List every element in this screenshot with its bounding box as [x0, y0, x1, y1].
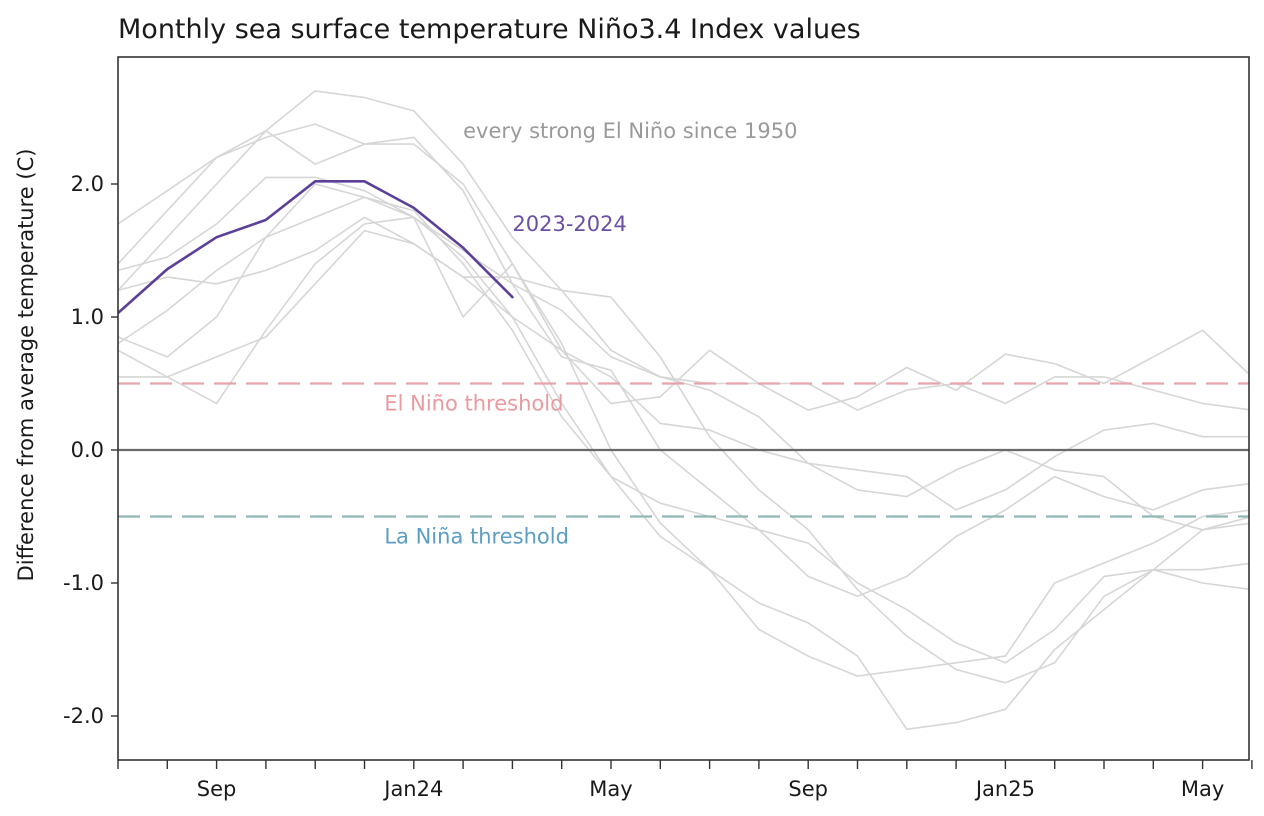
annotation-0: every strong El Niño since 1950	[463, 119, 797, 143]
chart-title: Monthly sea surface temperature Niño3.4 …	[118, 14, 861, 45]
series-line-historic-8	[118, 216, 1249, 411]
series-line-highlight	[118, 180, 514, 315]
plot-frame	[117, 56, 1250, 761]
series-line-historic-6	[118, 176, 1249, 598]
threshold-label-0: El Niño threshold	[384, 392, 563, 416]
x-tick-label: Sep	[197, 777, 237, 801]
y-tick-label: -1.0	[63, 571, 104, 595]
series-line-historic-5	[118, 229, 1249, 511]
plot-background	[118, 57, 1249, 760]
y-tick-label: 0.0	[71, 438, 104, 462]
threshold-lines: El Niño threshold La Niña threshold	[118, 382, 1249, 549]
y-tick-label: 2.0	[71, 172, 104, 196]
y-axis-label: Difference from average temperature (C)	[14, 149, 38, 582]
x-tick-label: May	[1181, 777, 1224, 801]
y-tick-label: 1.0	[71, 305, 104, 329]
x-axis: Sep Jan24 May Sep Jan25 May	[117, 760, 1253, 801]
series-line-historic-3	[118, 130, 1249, 731]
plot-border	[117, 56, 1250, 761]
series-line-historic-9	[118, 216, 1249, 411]
highlight-series-group	[118, 180, 514, 315]
series-line-historic-2	[118, 123, 1249, 664]
x-tick-label: Jan24	[382, 777, 443, 801]
threshold-label-2: La Niña threshold	[384, 525, 569, 549]
plot-area	[118, 57, 1249, 760]
annotation-1: 2023-2024	[512, 212, 626, 236]
x-tick-label: May	[589, 777, 632, 801]
x-tick-label: Jan25	[974, 777, 1035, 801]
series-line-historic-7	[118, 196, 1249, 531]
series-group	[118, 90, 1249, 731]
annotations: every strong El Niño since 1950 2023-2024	[463, 119, 797, 236]
x-tick-label: Sep	[788, 777, 828, 801]
y-axis: 2.0 1.0 0.0 -1.0 -2.0	[63, 172, 118, 728]
series-line-historic-1	[118, 90, 1249, 684]
series-line-historic-4	[118, 183, 1249, 677]
y-tick-label: -2.0	[63, 704, 104, 728]
